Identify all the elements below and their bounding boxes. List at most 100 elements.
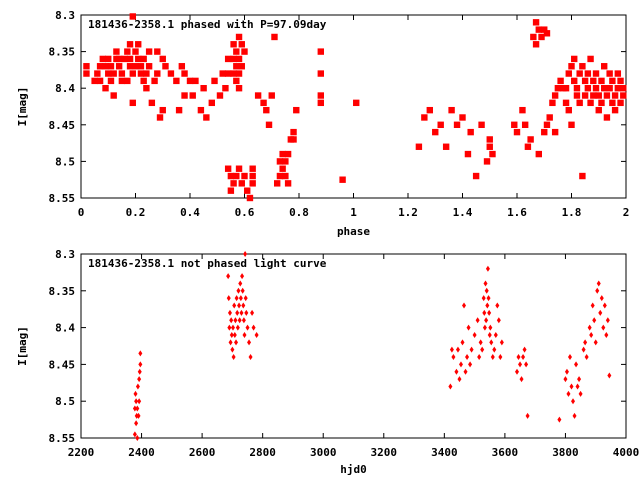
data-point	[487, 309, 492, 316]
data-point	[238, 295, 243, 302]
data-point	[485, 265, 490, 272]
data-point	[554, 85, 562, 92]
data-point	[229, 317, 234, 324]
data-point	[475, 317, 480, 324]
data-point	[449, 346, 454, 353]
data-point	[595, 106, 602, 114]
data-point	[293, 106, 300, 114]
data-point	[105, 70, 112, 77]
data-point	[126, 55, 134, 63]
data-point	[135, 405, 140, 412]
data-point	[224, 165, 232, 172]
data-point	[601, 324, 606, 331]
x-tick-label: 1	[350, 206, 357, 219]
data-point	[415, 143, 423, 150]
data-point	[525, 412, 530, 419]
data-point	[140, 77, 147, 85]
data-point	[132, 431, 137, 438]
data-point	[282, 158, 289, 165]
data-point	[137, 368, 142, 375]
data-point	[573, 92, 581, 99]
data-point	[469, 346, 474, 353]
data-point	[568, 63, 575, 70]
data-point	[143, 85, 150, 92]
data-point	[574, 361, 579, 368]
data-point	[235, 324, 240, 331]
data-point	[159, 55, 166, 63]
data-point	[566, 390, 571, 397]
data-point	[203, 114, 210, 121]
x-tick-label: 4000	[613, 446, 640, 459]
x-tick-label: 1.4	[453, 206, 473, 219]
data-point	[136, 412, 141, 419]
data-point	[603, 92, 611, 99]
y-tick-label: 8.3	[55, 248, 75, 261]
data-point	[236, 287, 241, 294]
unphased-light-curve-panel: 2200 2400 2600 2800 3000 3200 3400 3600 3800 4000…	[16, 248, 639, 476]
x-tick-label: 2200	[68, 446, 95, 459]
data-point	[568, 121, 575, 128]
data-point	[181, 92, 188, 99]
data-point	[595, 287, 600, 294]
data-point	[487, 331, 492, 338]
data-point	[230, 55, 237, 63]
data-point	[271, 33, 278, 41]
data-point	[482, 324, 487, 331]
data-point	[579, 63, 586, 70]
data-point	[565, 106, 572, 114]
data-point	[233, 63, 240, 70]
data-point	[249, 180, 256, 187]
data-point	[230, 324, 235, 331]
data-point	[233, 172, 240, 180]
data-point	[587, 324, 592, 331]
data-point	[247, 339, 252, 346]
data-point	[530, 33, 537, 41]
data-point	[478, 121, 485, 128]
data-point	[455, 346, 460, 353]
data-point	[226, 273, 231, 280]
data-point	[524, 143, 532, 150]
data-point	[244, 309, 249, 316]
data-point	[546, 114, 553, 121]
x-tick-label: 1.2	[398, 206, 418, 219]
data-point	[135, 383, 140, 390]
data-point	[564, 368, 569, 375]
data-point	[541, 128, 548, 136]
data-point	[175, 106, 183, 114]
data-point	[197, 106, 205, 114]
data-point	[590, 302, 595, 309]
data-point	[535, 150, 542, 158]
data-point	[538, 33, 545, 41]
data-point	[598, 99, 605, 107]
data-point	[488, 324, 493, 331]
x-axis-label: phase	[337, 225, 370, 238]
phased-light-curve-panel: 0 0.2 0.4 0.6 0.8 1 1.2 1.4 1.6 1.8 2 8.3 8.35 8.4 8.4…	[16, 9, 629, 238]
data-point	[132, 405, 137, 412]
data-point	[620, 92, 627, 99]
data-point	[492, 346, 497, 353]
data-point	[105, 55, 112, 63]
data-point	[118, 77, 126, 85]
data-point	[107, 77, 115, 85]
data-point	[239, 309, 244, 316]
data-point	[584, 354, 589, 361]
data-point	[462, 302, 467, 309]
data-point	[227, 172, 235, 180]
data-point	[263, 106, 270, 114]
data-point	[609, 77, 616, 85]
data-point	[592, 317, 597, 324]
data-point	[126, 63, 134, 70]
data-point	[118, 70, 126, 77]
data-point	[606, 85, 613, 92]
data-point	[353, 99, 360, 107]
data-point	[339, 176, 346, 183]
data-point	[284, 150, 292, 158]
data-point	[432, 128, 439, 136]
data-point	[151, 77, 158, 85]
data-point	[234, 295, 239, 302]
data-point	[276, 172, 284, 180]
data-point	[606, 70, 613, 77]
data-point	[466, 324, 471, 331]
data-point	[233, 317, 238, 324]
data-point	[235, 70, 243, 77]
